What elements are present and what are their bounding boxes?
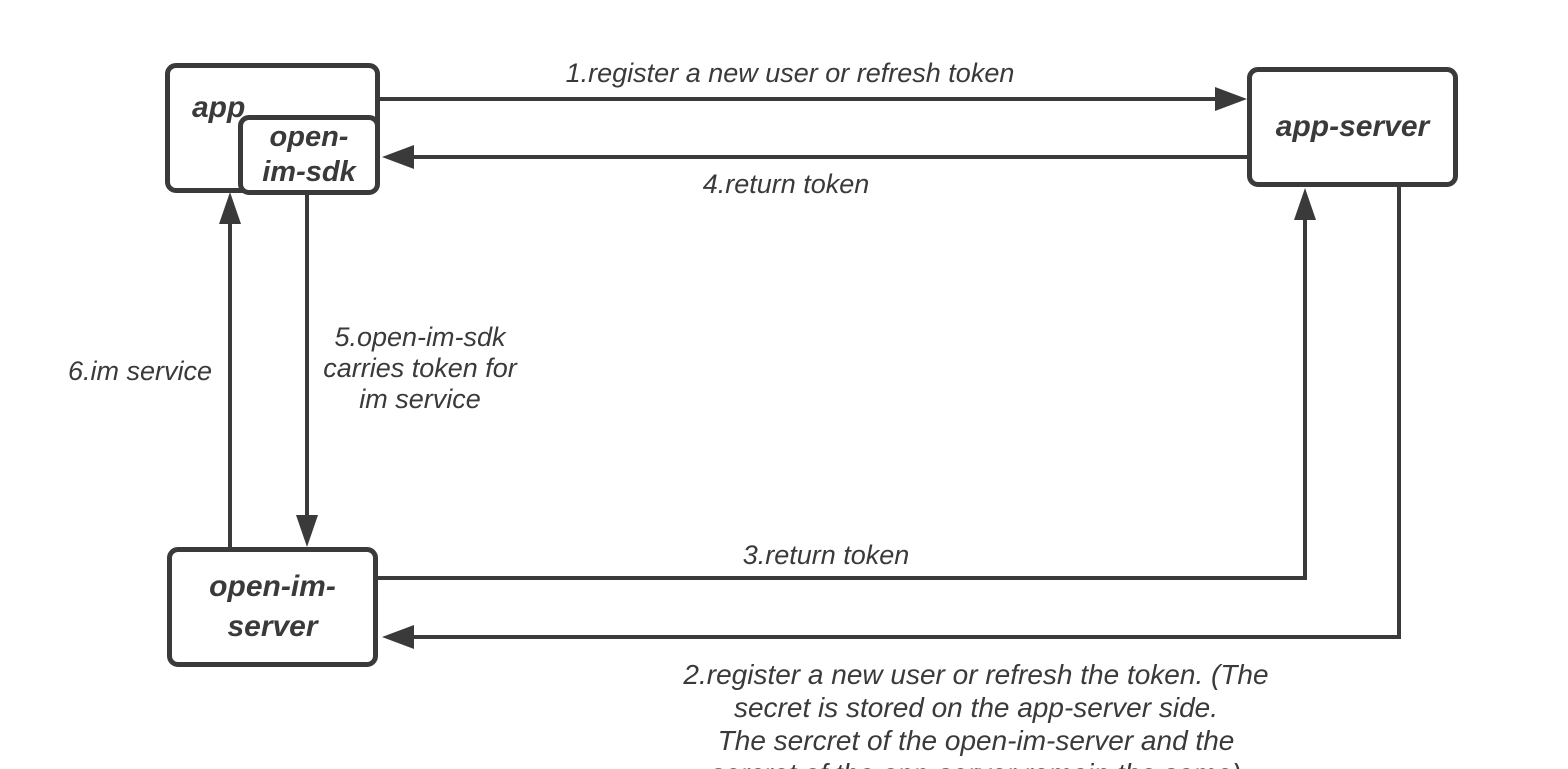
arrow-4-return-token xyxy=(382,145,1247,169)
edge-label-4-return-token: 4.return token xyxy=(702,169,870,199)
edge-label-2-register-refresh-token: 2.register a new user or refresh the tok… xyxy=(683,659,1269,769)
edge-label-3-return-token: 3.return token xyxy=(742,540,910,570)
arrow-6-im-service xyxy=(219,192,241,547)
node-open-im-server: open-im- server xyxy=(167,547,378,667)
arrow-5-sdk-carries-token xyxy=(296,195,318,547)
node-app-server: app-server xyxy=(1247,67,1458,187)
arrow-2-register-refresh-token xyxy=(382,187,1401,649)
edge-label-6-im-service: 6.im service xyxy=(67,356,213,386)
node-open-im-sdk: open- im-sdk xyxy=(238,115,380,195)
node-app-label: app xyxy=(192,91,246,124)
edge-label-5-sdk-carries-token: 5.open-im-sdk carries token for im servi… xyxy=(323,322,517,414)
edge-label-1-register-new-user: 1.register a new user or refresh token xyxy=(565,58,1015,88)
arrow-1-register-new-user xyxy=(380,87,1247,111)
node-open-im-sdk-label: open- im-sdk xyxy=(262,121,356,188)
node-open-im-server-label: open-im- server xyxy=(209,570,336,643)
arrow-3-return-token xyxy=(378,188,1316,580)
node-app-server-label: app-server xyxy=(1275,110,1430,143)
